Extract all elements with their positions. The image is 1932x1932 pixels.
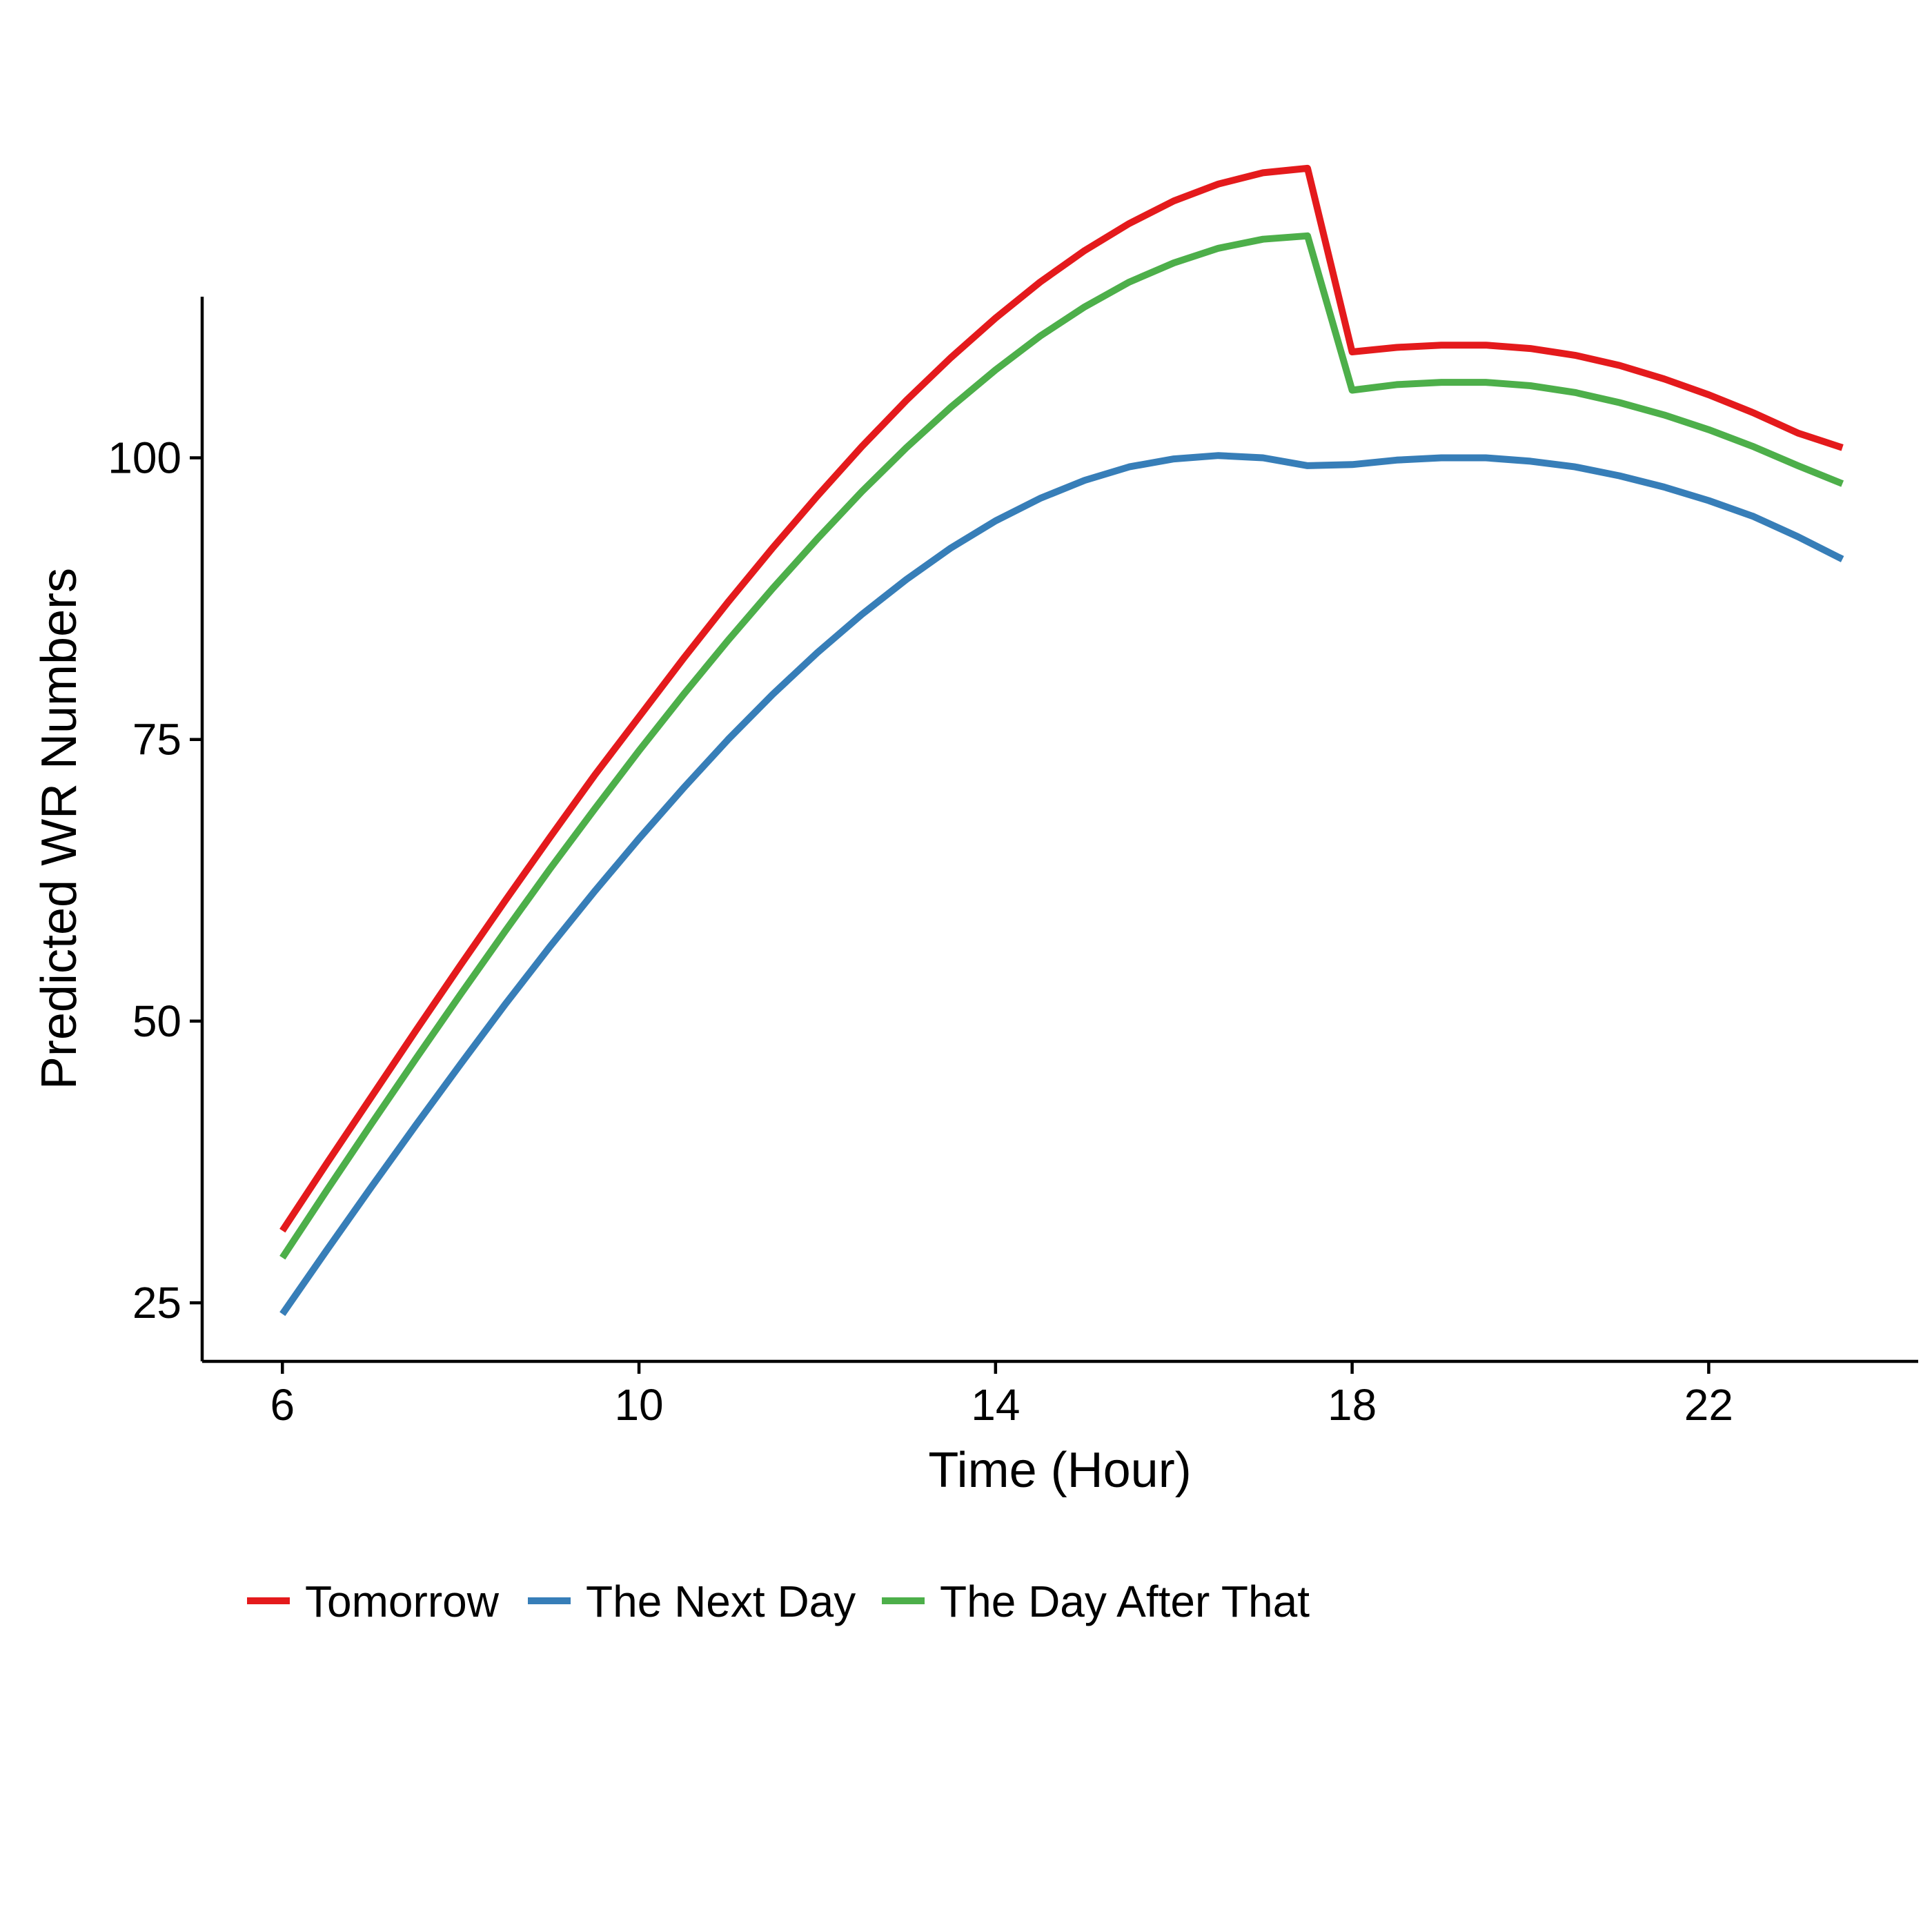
legend-label-the-day-after-that: The Day After That — [940, 1577, 1310, 1626]
series-line-the-day-after-that — [279, 232, 1844, 1260]
legend-label-the-next-day: The Next Day — [586, 1577, 856, 1626]
x-axis-ticks: 6 10 14 18 22 — [270, 1361, 1733, 1430]
y-axis-title: Predicted WR Numbers — [32, 568, 87, 1090]
x-tick-label: 6 — [270, 1380, 295, 1430]
y-tick-label: 100 — [108, 433, 181, 482]
y-tick-label: 50 — [132, 996, 181, 1046]
x-tick-label: 10 — [614, 1380, 663, 1430]
y-tick-label: 75 — [132, 715, 181, 765]
x-axis-title: Time (Hour) — [928, 1443, 1191, 1498]
series-line-tomorrow — [279, 164, 1844, 1233]
y-axis-ticks: 25 50 75 100 — [108, 433, 202, 1328]
x-tick-label: 14 — [971, 1380, 1020, 1430]
x-tick-label: 18 — [1328, 1380, 1377, 1430]
legend: Tomorrow The Next Day The Day After That — [247, 1577, 1310, 1626]
series-line-the-next-day — [279, 452, 1844, 1317]
x-tick-label: 22 — [1684, 1380, 1733, 1430]
y-tick-label: 25 — [132, 1278, 181, 1328]
legend-label-tomorrow: Tomorrow — [305, 1577, 500, 1626]
plot-series — [279, 164, 1844, 1317]
